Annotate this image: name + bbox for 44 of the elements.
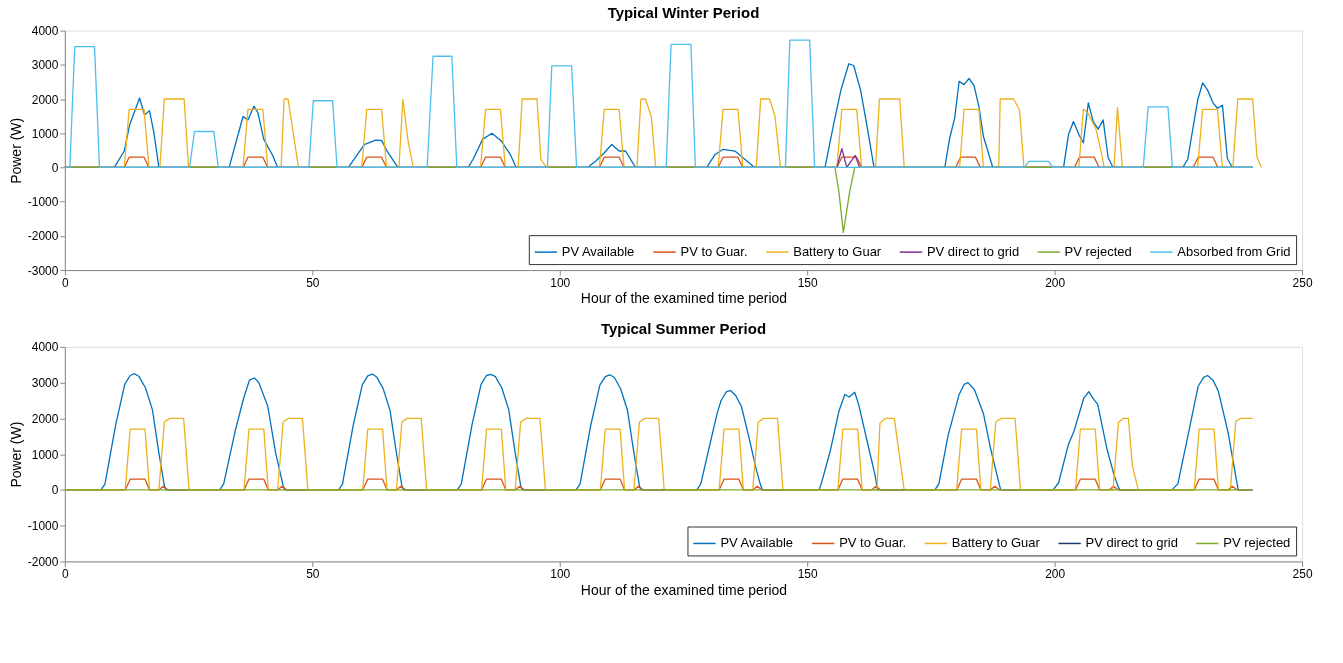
- legend-label: PV rejected: [1064, 244, 1132, 260]
- y-tick-label: 1000: [31, 126, 59, 141]
- x-tick-label: 0: [62, 566, 70, 581]
- x-tick-label: 150: [797, 275, 819, 290]
- legend-label: PV to Guar.: [839, 535, 907, 551]
- x-tick-label: 50: [306, 275, 320, 290]
- y-tick-label: -1000: [27, 195, 59, 210]
- y-tick-label: -3000: [27, 263, 59, 278]
- y-tick-label: 2000: [31, 411, 59, 426]
- x-tick-label: 100: [550, 275, 571, 290]
- x-tick-label: 150: [797, 566, 819, 581]
- x-tick-label: 50: [306, 566, 320, 581]
- y-tick-label: 4000: [31, 340, 59, 355]
- chart-title: Typical Winter Period: [607, 3, 760, 21]
- legend-label: Absorbed from Grid: [1177, 244, 1291, 260]
- y-axis-title: Power (W): [7, 117, 24, 184]
- legend-label: PV Available: [720, 535, 793, 551]
- chart-title: Typical Summer Period: [600, 319, 767, 337]
- x-tick-label: 100: [550, 566, 571, 581]
- legend-label: PV Available: [561, 244, 635, 260]
- x-axis-title: Hour of the examined time period: [580, 581, 788, 598]
- y-tick-label: -2000: [27, 554, 59, 569]
- y-tick-label: 0: [51, 483, 59, 498]
- y-tick-label: 3000: [31, 376, 59, 391]
- legend-label: PV direct to grid: [1085, 535, 1178, 551]
- y-tick-label: 4000: [31, 24, 59, 39]
- x-axis-title: Hour of the examined time period: [580, 290, 788, 307]
- y-tick-label: 3000: [31, 58, 59, 73]
- y-axis-title: Power (W): [7, 421, 24, 488]
- legend-label: Battery to Guar: [951, 535, 1041, 551]
- x-tick-label: 200: [1045, 275, 1066, 290]
- legend-label: PV direct to grid: [926, 244, 1020, 260]
- y-tick-label: -1000: [27, 519, 59, 534]
- y-tick-label: -2000: [27, 229, 59, 244]
- legend-label: PV to Guar.: [680, 244, 748, 260]
- x-tick-label: 200: [1045, 566, 1066, 581]
- y-tick-label: 2000: [31, 92, 59, 107]
- x-tick-label: 250: [1292, 566, 1313, 581]
- x-tick-label: 0: [62, 275, 70, 290]
- y-tick-label: 0: [51, 160, 59, 175]
- legend-label: Battery to Guar: [793, 244, 882, 260]
- x-tick-label: 250: [1292, 275, 1313, 290]
- legend-label: PV rejected: [1223, 535, 1291, 551]
- y-tick-label: 1000: [31, 447, 59, 462]
